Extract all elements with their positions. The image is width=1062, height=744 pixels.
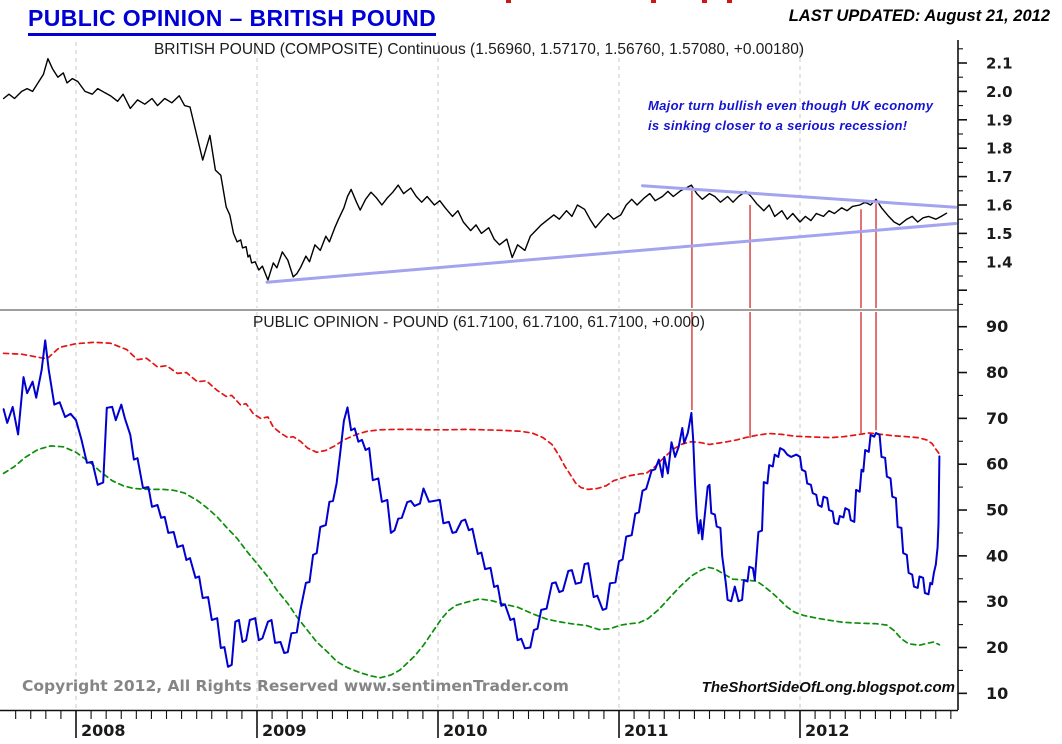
svg-text:1.7: 1.7 [986,168,1013,186]
sentiment-panel-title: PUBLIC OPINION - POUND (61.7100, 61.7100… [253,314,705,331]
page-title: PUBLIC OPINION – BRITISH POUND [28,5,437,36]
svg-text:1.4: 1.4 [986,253,1013,271]
svg-text:60: 60 [986,455,1008,474]
svg-text:2009: 2009 [262,721,307,740]
svg-text:10: 10 [986,684,1008,703]
svg-text:2008: 2008 [81,721,126,740]
svg-text:90: 90 [986,317,1008,336]
blog-url-label: TheShortSideOfLong.blogspot.com [701,679,955,696]
copyright-label: Copyright 2012, All Rights Reserved www.… [22,677,569,695]
lower-trendline-line [265,222,958,284]
svg-text:2012: 2012 [805,721,850,740]
svg-text:2.0: 2.0 [986,83,1013,101]
svg-text:80: 80 [986,363,1008,382]
bullish-annotation: Major turn bullish even though UK econom… [648,96,933,136]
lower-band-line [2,445,941,679]
svg-text:30: 30 [986,592,1008,611]
svg-text:2011: 2011 [624,721,669,740]
svg-text:2010: 2010 [443,721,488,740]
price-panel-title: BRITISH POUND (COMPOSITE) Continuous (1.… [153,41,805,58]
sentiment-series [2,339,941,679]
annotation-line-1: Major turn bullish even though UK econom… [648,98,934,113]
svg-text:20: 20 [986,638,1008,657]
annotation-line-2: is sinking closer to a serious recession… [648,118,908,133]
axes-frame [0,40,959,712]
public-opinion-line [2,339,941,668]
price-y-axis: 1.4 1.5 1.6 1.7 1.8 1.9 2.0 2.1 [958,48,1013,305]
x-axis: 2008 2009 2010 2011 2012 [15,710,952,740]
sentiment-y-axis: 10 20 30 40 50 60 70 80 90 [958,317,1008,703]
upper-trendline-line [641,184,958,209]
svg-text:1.6: 1.6 [986,197,1013,215]
svg-text:1.9: 1.9 [986,111,1013,129]
top-edge-marks [506,0,732,3]
svg-text:70: 70 [986,409,1008,428]
svg-text:1.5: 1.5 [986,225,1013,243]
svg-text:50: 50 [986,501,1008,520]
svg-text:40: 40 [986,546,1008,565]
svg-text:2.1: 2.1 [986,55,1013,73]
svg-text:1.8: 1.8 [986,140,1013,158]
upper-band-line [2,341,941,491]
last-updated-label: LAST UPDATED: August 21, 2012 [788,7,1050,25]
gbp-price-line [2,58,948,281]
price-series [2,58,958,284]
year-gridlines [75,42,801,708]
signal-vlines [691,190,877,439]
